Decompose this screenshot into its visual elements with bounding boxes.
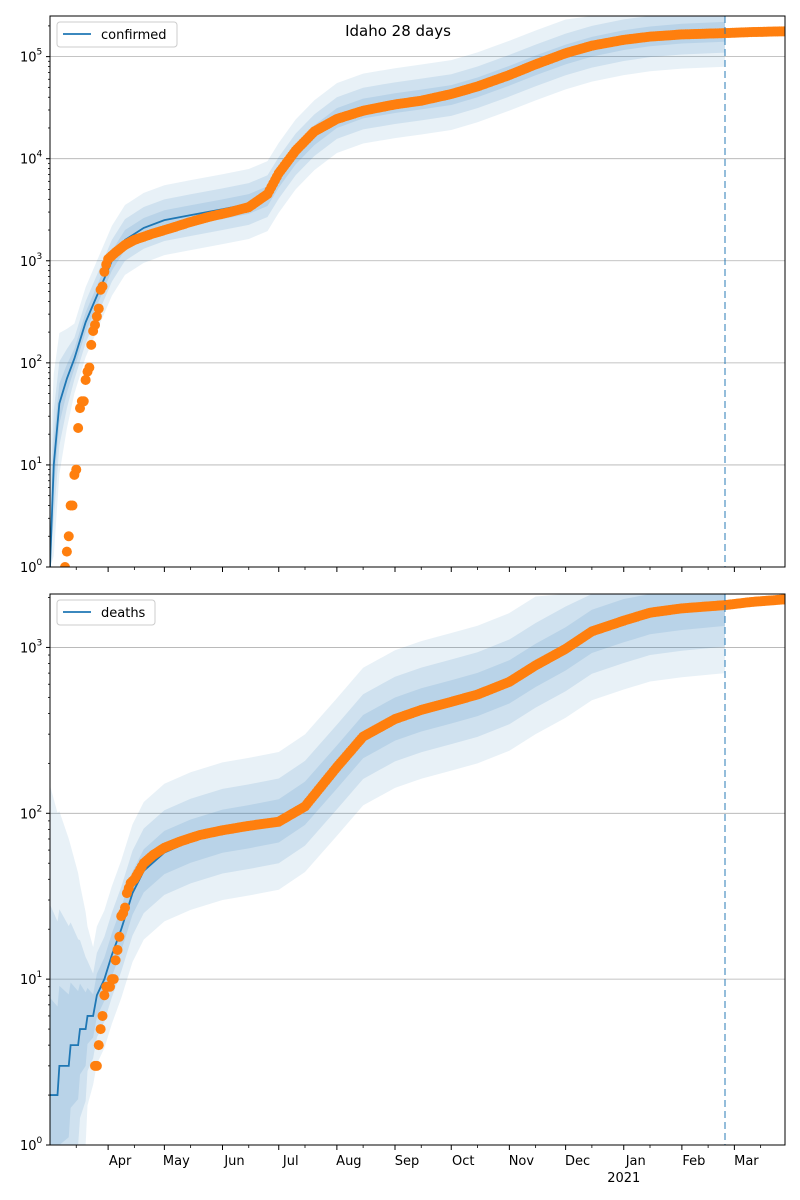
confirmed-band-outer — [50, 16, 725, 567]
confirmed-ytick-label: 105 — [20, 48, 42, 66]
deaths-legend: deaths — [56, 599, 156, 626]
deaths-ytick-label: 103 — [20, 638, 42, 656]
confirmed-observed-point — [71, 464, 82, 475]
xtick-label: Jun — [223, 1154, 244, 1169]
xtick-year-label: 2021 — [607, 1171, 640, 1186]
confirmed-ytick-label: 100 — [20, 558, 43, 576]
confirmed-observed-point — [780, 26, 785, 37]
deaths-ytick-label: 100 — [20, 1136, 43, 1154]
confirmed-legend-label: confirmed — [101, 28, 167, 43]
deaths-observed-point — [110, 955, 121, 966]
xtick-label: May — [163, 1154, 190, 1169]
panel-deaths: 100 101 102 103 Apr May Jun Jul Aug Sep Oct Nov Dec J… — [20, 593, 786, 1186]
xtick-label: Jul — [282, 1154, 299, 1169]
xtick-label: Nov — [509, 1154, 535, 1169]
deaths-ytick-label: 102 — [20, 804, 42, 822]
deaths-axes-frame — [49, 593, 786, 1146]
confirmed-observed-point — [97, 281, 108, 292]
deaths-observed-point — [780, 594, 785, 605]
deaths-legend-label: deaths — [101, 606, 146, 621]
deaths-observed-point — [95, 1024, 106, 1035]
deaths-observed-point — [120, 902, 130, 913]
deaths-observed-point — [91, 1060, 102, 1071]
confirmed-observed-point — [91, 311, 102, 322]
confirmed-ytick-label: 103 — [20, 252, 42, 270]
confirmed-observed-point — [78, 396, 89, 407]
confirmed-observed-point — [61, 546, 72, 557]
confirmed-observed-point — [90, 319, 100, 330]
deaths-ytick-label: 101 — [20, 970, 42, 988]
confirmed-ytick-label: 101 — [20, 456, 42, 474]
confirmed-legend: confirmed — [56, 21, 178, 48]
confirmed-observed-point — [67, 500, 78, 511]
deaths-observed-point — [112, 944, 123, 955]
deaths-observed-point — [114, 931, 125, 942]
xtick-label: Aug — [336, 1154, 361, 1169]
confirmed-observed-point — [93, 303, 104, 314]
deaths-observed-point — [105, 981, 115, 992]
deaths-observed-point — [97, 1010, 108, 1021]
confirmed-observed-point — [80, 374, 91, 385]
deaths-observed-point — [108, 974, 119, 985]
confirmed-observed-point — [63, 531, 74, 542]
xtick-label: Mar — [734, 1154, 759, 1169]
xtick-label: Apr — [109, 1154, 132, 1169]
deaths-band-inner — [50, 594, 725, 1145]
deaths-band-outer — [50, 594, 725, 1145]
deaths-band-mid — [50, 594, 725, 1145]
deaths-observed-point — [99, 990, 110, 1001]
confirmed-ytick-label: 104 — [20, 150, 43, 168]
xtick-label: Oct — [452, 1154, 474, 1169]
confirmed-observed-point — [73, 423, 84, 434]
figure-title: Idaho 28 days — [345, 22, 451, 40]
confirmed-observed-point — [84, 362, 95, 373]
xtick-label: Feb — [682, 1154, 705, 1169]
confirmed-ytick-label: 102 — [20, 354, 42, 372]
xtick-label: Jan — [625, 1154, 646, 1169]
deaths-observed-point — [93, 1040, 104, 1051]
xtick-label: Dec — [565, 1154, 590, 1169]
confirmed-observed-point — [86, 339, 97, 350]
xtick-label: Sep — [395, 1154, 420, 1169]
panel-confirmed: 100 101 102 103 104 105 confirmed — [20, 15, 786, 576]
confirmed-observed-point — [60, 562, 70, 567]
